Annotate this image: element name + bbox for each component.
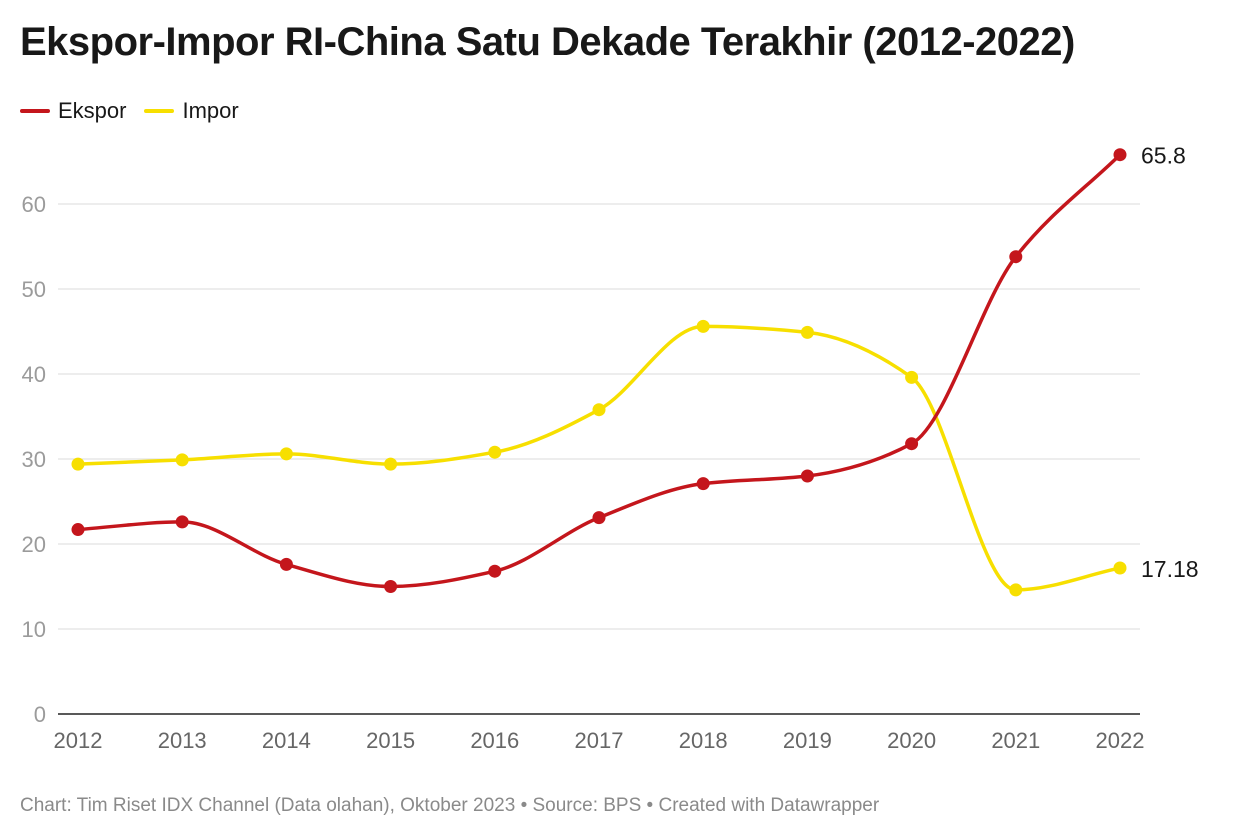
data-point-ekspor (592, 511, 606, 525)
x-tick-label: 2016 (470, 728, 519, 753)
x-tick-label: 2015 (366, 728, 415, 753)
end-label-ekspor: 65.8 (1141, 143, 1186, 169)
data-point-ekspor (905, 437, 919, 451)
data-point-ekspor (800, 469, 814, 483)
x-tick-label: 2012 (54, 728, 103, 753)
x-tick-label: 2018 (679, 728, 728, 753)
x-tick-label: 2017 (575, 728, 624, 753)
y-tick-label: 40 (22, 362, 46, 387)
y-tick-label: 30 (22, 447, 46, 472)
data-point-ekspor (175, 515, 189, 529)
data-point-impor (71, 457, 85, 471)
end-label-impor: 17.18 (1141, 556, 1199, 582)
data-point-ekspor (488, 564, 502, 578)
data-point-impor (1113, 561, 1127, 575)
x-tick-label: 2020 (887, 728, 936, 753)
x-tick-label: 2014 (262, 728, 311, 753)
x-tick-label: 2022 (1096, 728, 1145, 753)
legend-swatch-impor (144, 109, 175, 113)
series-line-impor (76, 324, 1122, 592)
legend-label-ekspor: Ekspor (58, 98, 127, 123)
data-point-impor (175, 453, 189, 467)
y-tick-label: 20 (22, 532, 46, 557)
data-point-impor (1009, 583, 1023, 597)
data-point-impor (488, 445, 502, 459)
data-point-ekspor (1009, 250, 1023, 264)
x-tick-label: 2021 (991, 728, 1040, 753)
y-tick-label: 10 (22, 617, 46, 642)
y-tick-label: 50 (22, 277, 46, 302)
legend-swatch-ekspor (20, 109, 50, 113)
chart-footer: Chart: Tim Riset IDX Channel (Data olaha… (20, 795, 880, 816)
data-point-ekspor (71, 523, 85, 537)
y-tick-label: 0 (34, 702, 46, 727)
data-point-impor (800, 325, 814, 339)
legend: Ekspor Impor (20, 98, 257, 124)
x-tick-label: 2013 (158, 728, 207, 753)
data-point-ekspor (1113, 148, 1127, 162)
data-point-ekspor (279, 557, 293, 571)
x-tick-label: 2019 (783, 728, 832, 753)
data-point-ekspor (696, 477, 710, 491)
data-point-impor (592, 403, 606, 417)
data-point-impor (279, 447, 293, 461)
y-tick-label: 60 (22, 192, 46, 217)
data-point-impor (905, 370, 919, 384)
legend-label-impor: Impor (182, 98, 239, 123)
line-chart: 0 10 20 30 40 50 60 2012 2013 2014 2015 2016 2017 201… (22, 143, 1199, 753)
chart-title: Ekspor-Impor RI-China Satu Dekade Terakh… (20, 20, 1075, 64)
series-line-ekspor (76, 152, 1122, 589)
legend-item-impor: Impor (144, 98, 239, 124)
data-point-impor (696, 319, 710, 333)
data-point-ekspor (384, 580, 398, 593)
data-point-impor (384, 457, 398, 471)
legend-item-ekspor: Ekspor (20, 98, 126, 124)
